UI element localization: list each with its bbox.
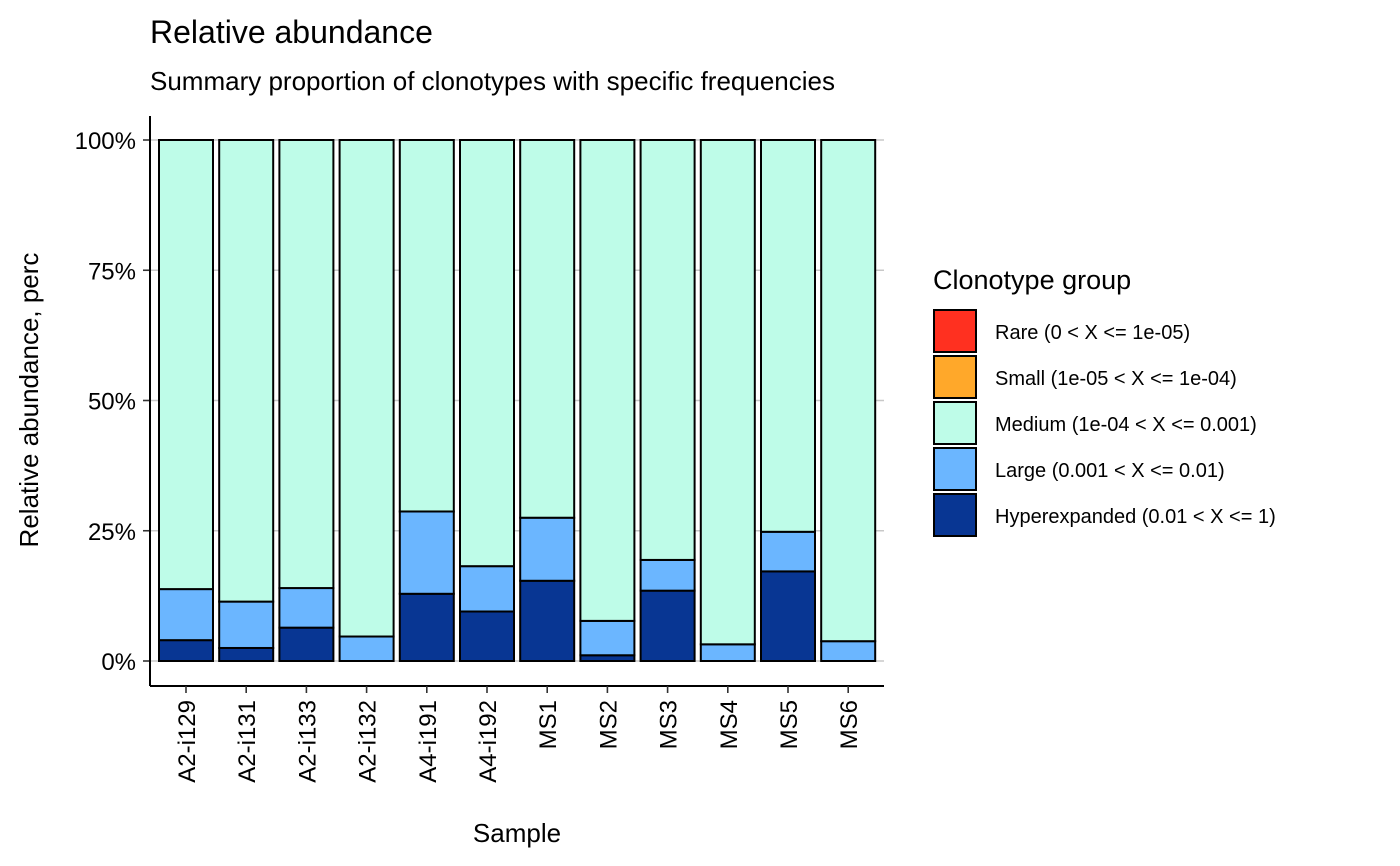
x-tick-label: A2-i133 bbox=[294, 700, 321, 783]
bar-a4-i192-hyperexpanded bbox=[459, 610, 515, 663]
x-tick-label: MS1 bbox=[535, 700, 562, 749]
bar-a4-i191-hyperexpanded bbox=[398, 592, 455, 663]
bar-ms5-medium bbox=[760, 139, 816, 533]
legend-label: Hyperexpanded (0.01 < X <= 1) bbox=[995, 506, 1276, 528]
legend-label: Large (0.001 < X <= 0.01) bbox=[995, 460, 1225, 482]
plot-area: 0% 25% 50% 75% 100% A2-i129 A2-i131 A2-i133 A2-i… bbox=[75, 116, 884, 783]
legend-item-large: Large (0.001 < X <= 0.01) bbox=[933, 447, 1225, 491]
bar-a2-i133-hyperexpanded bbox=[278, 626, 335, 663]
bar-group-a2-i129 bbox=[158, 139, 214, 662]
bar-a4-i192-medium bbox=[459, 139, 515, 568]
bar-ms2-medium bbox=[579, 139, 636, 622]
bar-a2-i133-medium bbox=[278, 139, 335, 590]
bar-ms3-large bbox=[639, 558, 696, 592]
x-tick-label: MS6 bbox=[836, 700, 863, 749]
chart-subtitle: Summary proportion of clonotypes with sp… bbox=[150, 66, 835, 96]
bar-group-ms3 bbox=[639, 139, 696, 662]
y-axis-title: Relative abundance, perc bbox=[14, 253, 44, 548]
legend-swatch bbox=[933, 355, 977, 399]
bar-ms1-large bbox=[519, 516, 576, 582]
y-tick-label: 0% bbox=[101, 649, 136, 676]
bar-group-a2-i133 bbox=[278, 139, 335, 663]
bar-a2-i131-medium bbox=[218, 139, 275, 603]
chart-title: Relative abundance bbox=[150, 14, 433, 50]
bar-group-a2-i132 bbox=[338, 139, 395, 662]
bar-group-ms2 bbox=[579, 139, 636, 662]
bar-ms4-medium bbox=[699, 139, 756, 646]
y-tick-label: 100% bbox=[75, 128, 136, 155]
bar-group-ms5 bbox=[760, 139, 816, 662]
bar-ms2-large bbox=[579, 619, 636, 657]
x-tick-label: MS5 bbox=[776, 700, 803, 749]
bar-a2-i129-hyperexpanded bbox=[158, 639, 214, 662]
y-tick-label: 25% bbox=[88, 519, 136, 546]
x-tick-label: MS4 bbox=[716, 700, 743, 749]
legend-swatch bbox=[933, 401, 977, 445]
bar-a2-i129-large bbox=[158, 588, 214, 642]
bar-ms6-large bbox=[820, 640, 877, 663]
bar-ms3-hyperexpanded bbox=[639, 589, 696, 662]
bar-group-ms4 bbox=[699, 139, 756, 663]
legend-swatch bbox=[933, 447, 977, 491]
bar-a4-i191-large bbox=[398, 510, 455, 595]
legend-label: Medium (1e-04 < X <= 0.001) bbox=[995, 414, 1257, 436]
x-tick-label: A2-i129 bbox=[174, 700, 201, 783]
bar-group-a4-i191 bbox=[398, 139, 455, 663]
legend-title: Clonotype group bbox=[933, 265, 1131, 295]
bar-group-ms6 bbox=[820, 139, 877, 663]
y-tick-label: 75% bbox=[88, 258, 136, 285]
bar-ms4-large bbox=[699, 643, 756, 663]
bar-a4-i192-large bbox=[459, 565, 515, 613]
bar-ms6-medium bbox=[820, 139, 877, 643]
legend-label: Rare (0 < X <= 1e-05) bbox=[995, 322, 1190, 344]
bar-group-a4-i192 bbox=[459, 139, 515, 663]
x-tick-label: A2-i131 bbox=[234, 700, 261, 783]
bar-group-ms1 bbox=[519, 139, 576, 662]
bar-ms1-hyperexpanded bbox=[519, 579, 576, 662]
legend-item-medium: Medium (1e-04 < X <= 0.001) bbox=[933, 401, 1257, 445]
legend-swatch bbox=[933, 309, 977, 353]
x-tick-label: A2-i132 bbox=[355, 700, 382, 783]
bar-a2-i133-large bbox=[278, 587, 335, 629]
x-tick-label: A4-i192 bbox=[475, 700, 502, 783]
bar-a2-i132-large bbox=[338, 635, 395, 662]
legend-swatch bbox=[933, 493, 977, 537]
legend-label: Small (1e-05 < X <= 1e-04) bbox=[995, 368, 1237, 390]
bar-ms5-hyperexpanded bbox=[760, 570, 816, 662]
y-tick-label: 50% bbox=[88, 389, 136, 416]
legend-item-hyperexpanded: Hyperexpanded (0.01 < X <= 1) bbox=[933, 493, 1276, 537]
legend-item-rare: Rare (0 < X <= 1e-05) bbox=[933, 309, 1190, 353]
x-tick-label: MS3 bbox=[656, 700, 683, 749]
bar-ms3-medium bbox=[639, 139, 696, 561]
bar-a2-i131-large bbox=[218, 600, 275, 649]
bar-a2-i129-medium bbox=[158, 139, 214, 591]
x-tick-label: A4-i191 bbox=[415, 700, 442, 783]
bar-a2-i131-hyperexpanded bbox=[218, 646, 275, 662]
bar-ms5-large bbox=[760, 530, 816, 573]
legend-item-small: Small (1e-05 < X <= 1e-04) bbox=[933, 355, 1237, 399]
bar-group-a2-i131 bbox=[218, 139, 275, 662]
bar-ms1-medium bbox=[519, 139, 576, 519]
bar-a4-i191-medium bbox=[398, 139, 455, 513]
bar-a2-i132-medium bbox=[338, 139, 395, 638]
x-tick-label: MS2 bbox=[595, 700, 622, 749]
x-axis-title: Sample bbox=[473, 818, 561, 848]
legend: Clonotype group Rare (0 < X <= 1e-05) Sma… bbox=[933, 265, 1276, 537]
